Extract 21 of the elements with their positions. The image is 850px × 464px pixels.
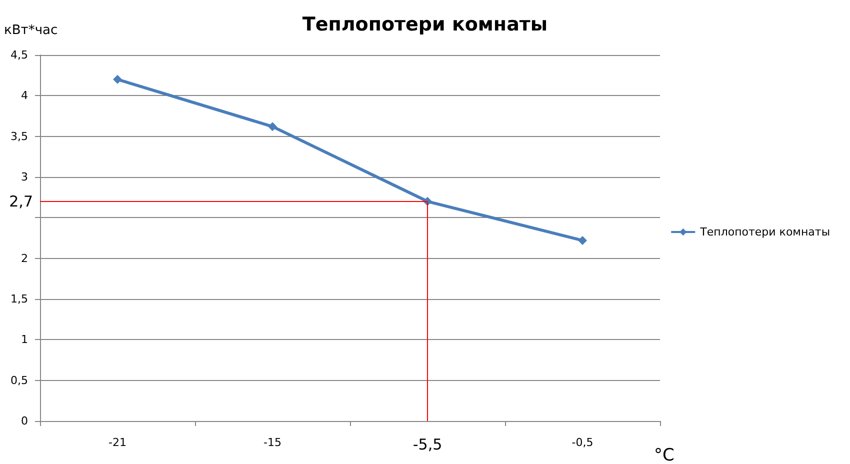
y-tick-label: 4,5 bbox=[10, 48, 28, 62]
y-tick-label: 4 bbox=[21, 89, 28, 102]
chart-title: Теплопотери комнаты bbox=[302, 14, 548, 36]
ref-line-label: 2,7 bbox=[9, 192, 33, 210]
y-tick-label: 0,5 bbox=[10, 374, 28, 387]
point bbox=[268, 122, 277, 132]
y-axis-title: кВт*час bbox=[4, 23, 58, 38]
y-tick-label: 3,5 bbox=[10, 130, 28, 143]
y-tick-label: 2 bbox=[21, 252, 28, 265]
legend-label: Теплопотери комнаты bbox=[699, 226, 830, 238]
y-tick-label: 3 bbox=[21, 170, 28, 184]
point bbox=[113, 74, 122, 84]
y-tick-label: 1,5 bbox=[10, 292, 28, 306]
x-tick-label: -5,5 bbox=[412, 436, 442, 454]
point bbox=[578, 236, 587, 245]
x-axis-title: °C bbox=[654, 446, 674, 464]
x-tick-label: -15 bbox=[264, 436, 282, 449]
x-tick-label: -21 bbox=[108, 436, 126, 449]
y-tick-label: 0 bbox=[21, 414, 28, 428]
x-tick-label: -0,5 bbox=[572, 436, 594, 449]
y-tick-label: 1 bbox=[21, 333, 28, 346]
